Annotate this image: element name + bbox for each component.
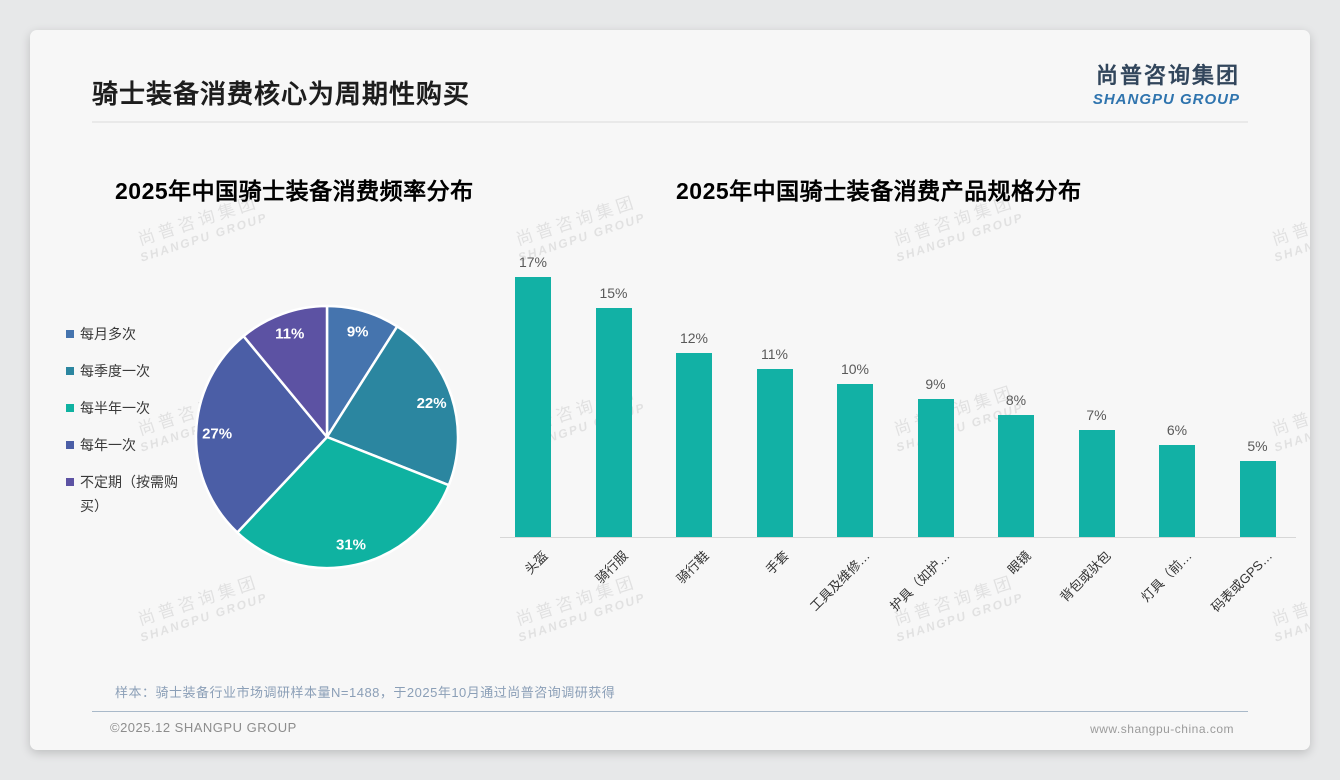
legend-swatch [66, 441, 74, 449]
bar-value-label: 9% [925, 376, 946, 393]
pie-data-label: 11% [275, 326, 304, 343]
footer-divider [92, 711, 1248, 712]
bar-2 [676, 353, 712, 537]
legend-label: 每半年一次 [80, 400, 150, 416]
bar-8 [1159, 445, 1195, 537]
bar-category-label: 骑行服 [593, 548, 632, 587]
bar-value-label: 17% [518, 253, 548, 270]
bar-value-label: 11% [761, 345, 788, 362]
legend-label: 每季度一次 [80, 363, 150, 379]
pie-slice-3 [194, 334, 329, 534]
legend-label: 每月多次 [80, 326, 136, 342]
bar-value-label: 12% [679, 330, 709, 347]
bar-value-label: 5% [1247, 437, 1268, 454]
bar-value-label: 7% [1086, 406, 1107, 423]
legend-label: 不定期（按需购买） [80, 474, 178, 514]
legend-item: 不定期（按需购买） [66, 470, 198, 518]
page-title: 骑士装备消费核心为周期性购买 [92, 79, 471, 109]
footer-copyright: ©2025.12 SHANGPU GROUP [110, 720, 297, 735]
bar-chart-title: 2025年中国骑士装备消费产品规格分布 [676, 178, 1082, 204]
legend-item: 每年一次 [66, 433, 198, 457]
bar-category-label: 工具及维修… [806, 548, 873, 614]
pie-legend: 每月多次每季度一次每半年一次每年一次不定期（按需购买） [66, 322, 198, 531]
bar-5 [917, 399, 954, 537]
footer-website: www.shangpu-china.com [1090, 722, 1234, 736]
title-divider [92, 121, 1248, 123]
pie-data-label: 22% [417, 395, 447, 412]
pie-chart-title: 2025年中国骑士装备消费频率分布 [115, 178, 474, 204]
bar-7 [1078, 429, 1115, 537]
bar-category-label: 码表或GPS… [1208, 548, 1276, 615]
legend-swatch [66, 478, 74, 486]
bar-category-label: 护具（如护… [887, 548, 954, 614]
legend-item: 每月多次 [66, 322, 198, 346]
pie-chart: 9% 22% 31% 27% 11% [194, 304, 460, 570]
bar-category-label: 眼镜 [1004, 548, 1034, 578]
bar-9 [1239, 460, 1276, 537]
bar-value-label: 15% [599, 284, 628, 301]
pie-data-label: 27% [202, 426, 232, 443]
legend-swatch [66, 404, 74, 412]
bar-chart: 17% 头盔 15% 骑行服 12% 骑行鞋 11% 手套 10% 工具及维修… 9% 护具（如护… 8… [30, 30, 1310, 750]
bar-category-label: 背包或驮包 [1057, 548, 1115, 605]
bar-category-label: 头盔 [521, 548, 551, 578]
x-axis-line [500, 537, 1296, 538]
legend-label: 每年一次 [80, 437, 136, 453]
bar-3 [756, 368, 793, 537]
bar-category-label: 手套 [763, 548, 793, 578]
legend-item: 每半年一次 [66, 396, 198, 420]
logo-chinese-text: 尚普咨询集团 [1095, 63, 1240, 88]
bar-0 [515, 276, 551, 537]
pie-slice-1 [325, 325, 460, 487]
bar-4 [837, 384, 873, 537]
pie-data-label: 9% [347, 323, 369, 340]
pie-slice-4 [242, 304, 329, 439]
report-slide: 尚普咨询集团 SHANGPU GROUP 尚普咨询集团 SHANGPU GROUP 尚普… [30, 30, 1310, 750]
legend-swatch [66, 330, 74, 338]
legend-swatch [66, 367, 74, 375]
legend-item: 每季度一次 [66, 359, 198, 383]
bar-category-label: 灯具（前… [1138, 548, 1195, 605]
pie-slice-2 [236, 435, 451, 570]
bar-value-label: 8% [1005, 391, 1027, 408]
bar-1 [595, 307, 632, 537]
content-layer: 骑士装备消费核心为周期性购买 尚普咨询集团 SHANGPU GROUP 2025… [30, 30, 1310, 750]
pie-data-label: 31% [336, 536, 366, 553]
sample-note: 样本：骑士装备行业市场调研样本量N=1488，于2025年10月通过尚普咨询调研… [115, 685, 616, 700]
bar-value-label: 10% [840, 361, 870, 377]
logo-english-text: SHANGPU GROUP [1092, 91, 1240, 108]
bar-category-label: 骑行鞋 [673, 548, 712, 587]
company-logo: 尚普咨询集团 SHANGPU GROUP [1093, 58, 1240, 108]
bar-value-label: 6% [1166, 422, 1188, 439]
bar-6 [998, 414, 1034, 537]
